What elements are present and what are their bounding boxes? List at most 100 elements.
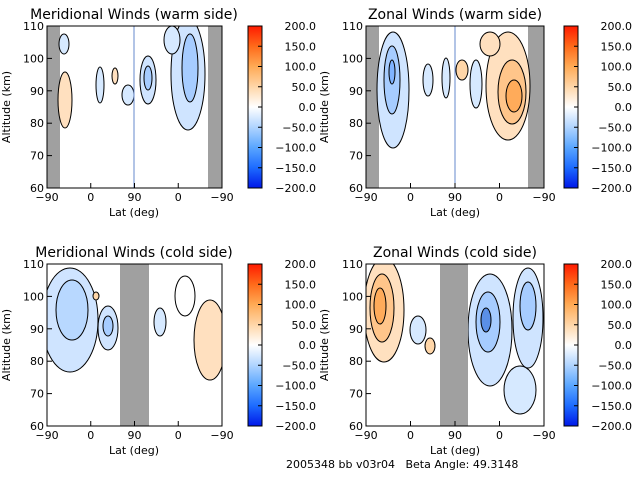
colorbar-tick-label: 200.0 [285,258,317,271]
colorbar-tick-label: −50.0 [282,359,316,372]
x-tick-label: −90 [35,429,58,442]
y-tick-label: 110 [342,20,363,33]
colorbar-tick-label: 50.0 [608,319,633,332]
footer-info: 2005348 bb v03r04 Beta Angle: 49.3148 [286,458,518,471]
y-tick-label: 70 [349,388,363,401]
contour-field [47,26,222,188]
colorbar-tick-label: −200.0 [275,420,316,433]
grey-band-center [440,264,468,426]
y-tick-label: 70 [30,150,44,163]
colorbar-tick-label: 100.0 [285,299,317,312]
y-tick-label: 100 [342,290,363,303]
x-tick-label: 90 [448,429,462,442]
colorbar-tick-label: −200.0 [591,182,632,195]
x-tick-label: 0 [175,191,182,204]
contour-field [47,264,222,426]
x-tick-label: −90 [210,429,233,442]
colorbar-tick-label: −50.0 [598,121,632,134]
y-axis: 60 70 80 90 100 110 [23,20,52,195]
y-tick-label: 80 [30,117,44,130]
colorbar-tick-label: 50.0 [608,81,633,94]
panel-meridional-warm: Meridional Winds (warm side) 60 70 80 90 100… [0,7,316,219]
colorbar-tick-label: 150.0 [285,40,317,53]
panel-meridional-cold: Meridional Winds (cold side) 60 70 80 90 100… [0,245,316,457]
colorbar-tick-label: 150.0 [601,278,633,291]
x-axis: −90 0 90 0 −90 [354,183,556,204]
y-tick-label: 80 [349,355,363,368]
panel-title: Meridional Winds (cold side) [35,245,233,261]
x-tick-label: −90 [532,429,555,442]
y-tick-label: 60 [30,182,44,195]
x-tick-label: 0 [496,429,503,442]
y-axis: 60 70 80 90 100 110 [342,258,371,433]
colorbar-tick-label: −200.0 [591,420,632,433]
contour-field [366,264,544,426]
colorbar-tick-label: 50.0 [292,81,317,94]
colorbar-tick-label: 200.0 [601,258,633,271]
colorbar: 200.0 150.0 100.0 50.0 0.0 −50.0 −100.0 −150.0 −… [247,20,317,195]
colorbar-tick-label: −100.0 [275,380,316,393]
colorbar-tick-label: 0.0 [299,339,317,352]
grey-band-right [208,26,222,188]
x-tick-label: 0 [407,191,414,204]
panel-title: Zonal Winds (warm side) [368,7,542,23]
colorbar-tick-label: 200.0 [601,20,633,33]
beta-angle-value: 49.3148 [472,458,519,471]
grey-band-right [528,26,544,188]
colorbar-tick-label: 100.0 [601,299,633,312]
grey-band-left [366,26,379,188]
y-tick-label: 100 [23,52,44,65]
colorbar-tick-label: −100.0 [591,142,632,155]
x-axis-label: Lat (deg) [109,444,159,457]
colorbar-tick-label: −100.0 [275,142,316,155]
y-tick-label: 110 [342,258,363,271]
grey-band-center [120,264,149,426]
colorbar: 200.0 150.0 100.0 50.0 0.0 −50.0 −100.0 −150.0 −… [247,258,317,433]
y-tick-label: 90 [349,323,363,336]
y-tick-label: 60 [349,420,363,433]
y-tick-label: 70 [349,150,363,163]
colorbar-tick-label: 150.0 [285,278,317,291]
x-tick-label: −90 [354,429,377,442]
grey-band-left [47,26,60,188]
x-tick-label: −90 [354,191,377,204]
colorbar-tick-label: −100.0 [591,380,632,393]
panel-title: Meridional Winds (warm side) [30,7,238,23]
x-tick-label: 90 [448,191,462,204]
colorbar: 200.0 150.0 100.0 50.0 0.0 −50.0 −100.0 −150.0 −… [563,258,633,433]
colorbar-tick-label: −50.0 [598,359,632,372]
x-axis: −90 0 90 0 −90 [354,421,556,442]
x-tick-label: 0 [175,429,182,442]
y-tick-label: 90 [30,323,44,336]
panel-title: Zonal Winds (cold side) [373,245,537,261]
panel-zonal-warm: Zonal Winds (warm side) 60 70 80 90 100 110 −… [318,7,632,219]
y-tick-label: 80 [30,355,44,368]
x-axis: −90 0 90 0 −90 [35,421,234,442]
y-axis: 60 70 80 90 100 110 [23,258,52,433]
y-axis-label: Altitude (km) [318,309,331,381]
y-tick-label: 100 [23,290,44,303]
contour-field [366,26,544,188]
x-axis-label: Lat (deg) [109,206,159,219]
colorbar-tick-label: −200.0 [275,182,316,195]
x-tick-label: −90 [532,191,555,204]
x-axis: −90 0 90 0 −90 [35,183,234,204]
y-axis-label: Altitude (km) [318,71,331,143]
colorbar: 200.0 150.0 100.0 50.0 0.0 −50.0 −100.0 −150.0 −… [563,20,633,195]
colorbar-tick-label: −150.0 [275,400,316,413]
x-tick-label: 0 [407,429,414,442]
y-axis-label: Altitude (km) [0,309,13,381]
run-id: 2005348 bb v03r04 [286,458,395,471]
x-tick-label: 90 [128,429,142,442]
x-axis-label: Lat (deg) [430,444,480,457]
y-tick-label: 60 [30,420,44,433]
colorbar-tick-label: 50.0 [292,319,317,332]
y-tick-label: 90 [349,85,363,98]
colorbar-tick-label: 150.0 [601,40,633,53]
colorbar-tick-label: −150.0 [591,400,632,413]
y-axis: 60 70 80 90 100 110 [342,20,371,195]
colorbar-tick-label: 200.0 [285,20,317,33]
colorbar-tick-label: −150.0 [591,162,632,175]
y-tick-label: 110 [23,258,44,271]
